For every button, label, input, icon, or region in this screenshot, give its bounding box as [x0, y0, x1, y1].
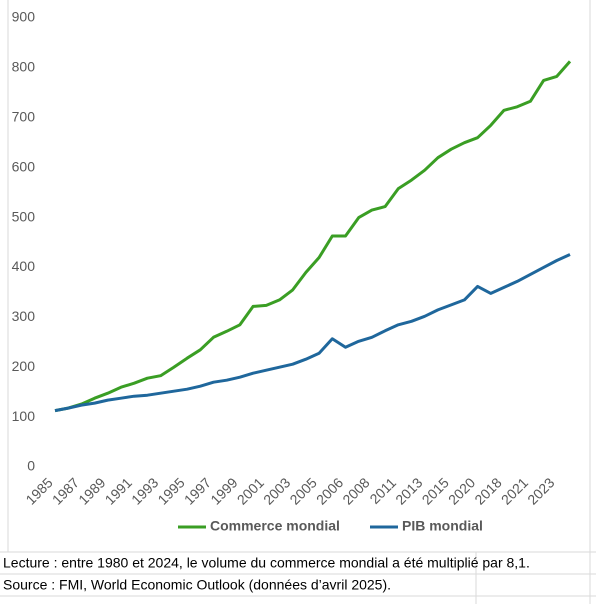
x-tick-label: 2013 — [392, 474, 425, 507]
legend-label: PIB mondial — [402, 518, 483, 534]
x-tick-label: 1989 — [75, 474, 108, 507]
x-tick-label: 2006 — [313, 474, 346, 507]
y-tick-label: 800 — [12, 59, 36, 75]
x-tick-label: 2020 — [445, 474, 478, 507]
y-tick-label: 100 — [12, 408, 36, 424]
x-tick-label: 2008 — [339, 474, 372, 507]
x-tick-label: 2003 — [260, 474, 293, 507]
x-tick-label: 1985 — [22, 474, 55, 507]
note: Source : FMI, World Economic Outlook (do… — [3, 577, 391, 593]
y-tick-label: 900 — [12, 9, 36, 25]
y-tick-label: 200 — [12, 358, 36, 374]
x-tick-label: 2023 — [524, 474, 557, 507]
x-tick-label: 1991 — [102, 474, 135, 507]
x-tick-label: 1997 — [181, 474, 214, 507]
series-line — [54, 60, 572, 413]
y-tick-label: 400 — [12, 258, 36, 274]
y-tick-label: 600 — [12, 158, 36, 174]
y-tick-label: 0 — [27, 458, 35, 474]
legend-label: Commerce mondial — [210, 518, 340, 534]
y-tick-label: 700 — [12, 108, 36, 124]
x-tick-label: 1993 — [128, 474, 161, 507]
x-tick-label: 2001 — [234, 474, 267, 507]
x-tick-label: 2005 — [286, 474, 319, 507]
x-tick-label: 2021 — [498, 474, 531, 507]
series-line — [54, 253, 571, 413]
x-tick-label: 2018 — [471, 474, 504, 507]
note: Lecture : entre 1980 et 2024, le volume … — [3, 555, 530, 571]
x-tick-label: 1999 — [207, 474, 240, 507]
x-tick-label: 1987 — [49, 474, 82, 507]
x-tick-label: 1995 — [154, 474, 187, 507]
y-tick-label: 500 — [12, 208, 36, 224]
x-tick-label: 2011 — [366, 474, 399, 507]
x-tick-label: 2015 — [419, 474, 452, 507]
y-tick-label: 300 — [12, 308, 36, 324]
